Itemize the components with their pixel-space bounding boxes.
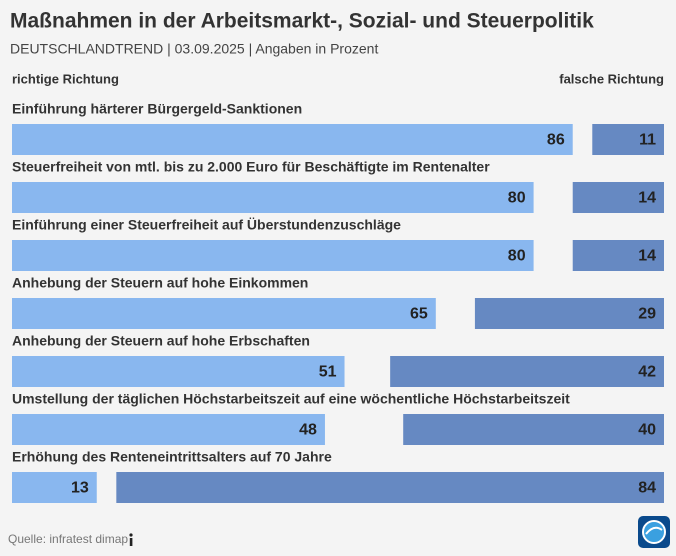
- bar: [474, 298, 664, 329]
- category-label: Steuerfreiheit von mtl. bis zu 2.000 Eur…: [12, 159, 490, 175]
- bar: [12, 298, 436, 329]
- chart-title: Maßnahmen in der Arbeitsmarkt-, Sozial- …: [10, 10, 594, 33]
- bar: [12, 414, 325, 445]
- value-label: 80: [508, 248, 526, 265]
- bar: [12, 182, 534, 213]
- category-label: Einführung einer Steuerfreiheit auf Über…: [12, 217, 401, 233]
- bar: [12, 240, 534, 271]
- value-label: 29: [638, 306, 656, 323]
- bar: [403, 414, 664, 445]
- value-label: 13: [71, 480, 89, 497]
- bar: [12, 472, 97, 503]
- category-label: Erhöhung des Renteneintrittsalters auf 7…: [12, 449, 332, 465]
- bar: [12, 124, 573, 155]
- chart-subtitle: DEUTSCHLANDTREND | 03.09.2025 | Angaben …: [10, 41, 378, 57]
- value-label: 86: [547, 132, 565, 149]
- bar: [592, 124, 664, 155]
- value-label: 65: [410, 306, 428, 323]
- value-label: 80: [508, 190, 526, 207]
- bar: [116, 472, 664, 503]
- bar: [572, 240, 664, 271]
- info-icon[interactable]: [129, 533, 133, 546]
- logo: [638, 516, 670, 548]
- value-label: 11: [639, 132, 656, 149]
- bar: [572, 182, 664, 213]
- category-label: Einführung härterer Bürgergeld-Sanktione…: [12, 101, 302, 117]
- bar: [12, 356, 345, 387]
- value-label: 40: [638, 422, 656, 439]
- value-label: 14: [638, 190, 656, 207]
- category-label: Umstellung der täglichen Höchstarbeitsze…: [12, 391, 570, 407]
- category-label: Anhebung der Steuern auf hohe Einkommen: [12, 275, 308, 291]
- source: Quelle: infratest dimap: [8, 532, 128, 546]
- legend-label: richtige Richtung: [12, 71, 119, 86]
- category-label: Anhebung der Steuern auf hohe Erbschafte…: [12, 333, 310, 349]
- value-label: 51: [319, 364, 337, 381]
- value-label: 42: [638, 364, 656, 381]
- bar: [390, 356, 664, 387]
- value-label: 84: [638, 480, 656, 497]
- value-label: 14: [638, 248, 656, 265]
- legend-label: falsche Richtung: [559, 71, 664, 86]
- value-label: 48: [299, 422, 317, 439]
